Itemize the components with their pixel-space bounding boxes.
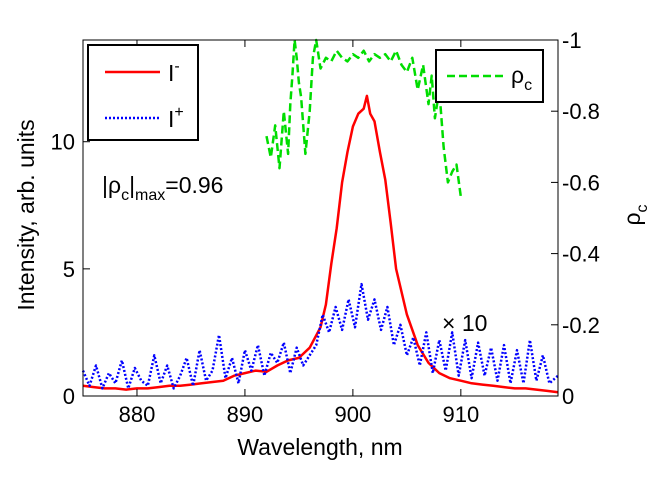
rho-max-sub-c: c xyxy=(121,187,129,204)
ticks-layer: 880 890 900 910 0 5 10 0 -0.2 -0.4 -0.6 -0.8 -1 xyxy=(51,28,600,427)
rho-max-prefix: |ρ xyxy=(102,172,121,198)
y-axis-right-label: ρc xyxy=(619,204,651,225)
series-line-0 xyxy=(82,94,559,394)
legend-label-rho-c-sub: c xyxy=(524,77,532,94)
y-right-tick-label: -0.8 xyxy=(562,99,600,124)
legend-label-i-plus-sup: + xyxy=(174,104,183,121)
y-left-tick-label: 5 xyxy=(63,257,75,282)
legend-label-i-plus: I+ xyxy=(168,104,184,132)
y-right-tick-label: -0.6 xyxy=(562,170,600,195)
y-axis-left-label: Intensity, arb. units xyxy=(13,119,39,310)
x-tick-label: 890 xyxy=(227,402,264,427)
x-tick-label: 880 xyxy=(119,402,156,427)
legend-left-box xyxy=(87,44,199,141)
x-tick-label: 910 xyxy=(442,402,479,427)
legend-right: ρc xyxy=(435,49,544,103)
y-right-tick-label: -1 xyxy=(562,28,582,53)
y-left-tick-label: 0 xyxy=(63,384,75,409)
rho-max-annotation: |ρc|max=0.96 xyxy=(102,172,223,204)
legend-label-rho-c-base: ρ xyxy=(511,62,524,88)
y-right-tick-label: 0 xyxy=(562,384,574,409)
legend-left: I- I+ xyxy=(87,44,199,141)
plot-frame xyxy=(82,39,559,397)
legend-label-i-minus: I- xyxy=(168,58,180,86)
legend-label-rho-c: ρc xyxy=(511,62,532,94)
y-left-tick-label: 10 xyxy=(51,130,75,155)
x-tick-label: 900 xyxy=(335,402,372,427)
times-ten-annotation: × 10 xyxy=(442,310,487,336)
y-axis-right-label-sub: c xyxy=(634,204,651,212)
legend-label-i-plus-base: I xyxy=(168,106,174,132)
legend-label-i-minus-sup: - xyxy=(174,58,179,75)
y-axis-right-label-symbol: ρ xyxy=(619,212,645,225)
x-axis-label: Wavelength, nm xyxy=(237,434,402,460)
rho-max-bar: | xyxy=(129,172,135,198)
series-layer xyxy=(81,38,559,394)
legend-label-i-minus-base: I xyxy=(168,60,174,86)
rho-max-value: =0.96 xyxy=(165,172,223,198)
y-right-tick-label: -0.2 xyxy=(562,313,600,338)
series-line-1 xyxy=(81,282,559,390)
series-line-2 xyxy=(265,38,463,197)
rho-max-sub-max: max xyxy=(135,187,165,204)
y-right-tick-label: -0.4 xyxy=(562,242,600,267)
